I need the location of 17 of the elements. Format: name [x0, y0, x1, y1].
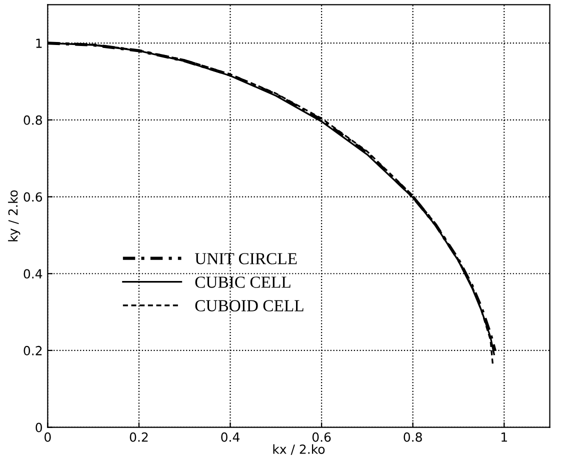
x-tick-label: 0.4: [221, 432, 240, 442]
legend-label: CUBOID CELL: [195, 300, 304, 312]
x-tick-label: 0.8: [404, 432, 422, 442]
y-tick-label: 0.8: [24, 115, 42, 125]
x-tick-label: 1: [502, 432, 507, 442]
y-tick-label: 0.2: [24, 346, 42, 356]
y-tick-label: 0: [36, 422, 42, 432]
x-axis-title: kx / 2.ko: [273, 444, 325, 455]
legend-label: UNIT CIRCLE: [194, 253, 297, 264]
legend-label: CUBIC CELL: [195, 276, 290, 288]
y-axis-title: ky / 2.ko: [8, 190, 20, 242]
x-tick-label: 0.6: [312, 432, 331, 442]
y-tick-label: 1: [36, 38, 42, 48]
y-tick-label: 0.6: [24, 192, 42, 202]
x-tick-label: 0.2: [130, 432, 148, 442]
x-tick-label: 0: [44, 432, 51, 442]
y-tick-label: 0.4: [24, 269, 42, 279]
